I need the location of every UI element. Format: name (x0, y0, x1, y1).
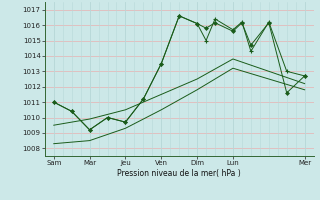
X-axis label: Pression niveau de la mer( hPa ): Pression niveau de la mer( hPa ) (117, 169, 241, 178)
